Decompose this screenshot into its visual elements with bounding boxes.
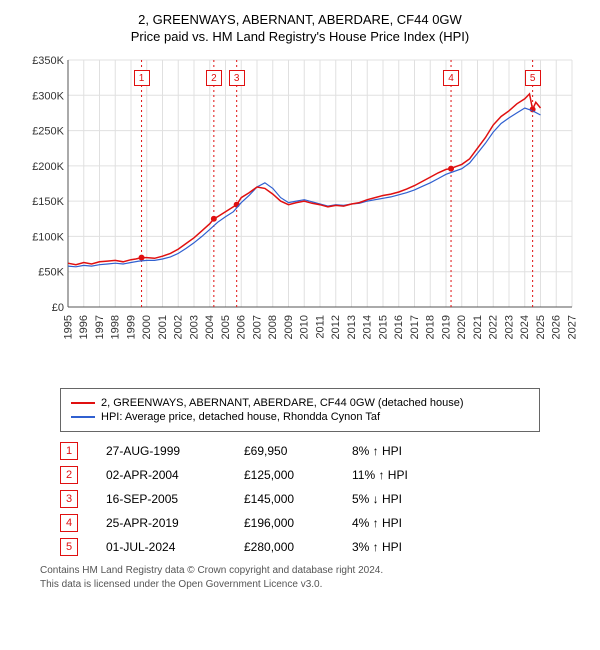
sale-marker-badge: 3	[229, 70, 245, 86]
sale-marker-badge: 5	[525, 70, 541, 86]
svg-text:2020: 2020	[456, 315, 468, 339]
chart-subtitle: Price paid vs. HM Land Registry's House …	[10, 29, 590, 44]
sale-badge: 4	[60, 514, 78, 532]
sale-price: £280,000	[244, 540, 324, 554]
chart-plot-area: £0 £50K £100K £150K £200K £250K £300K £350K 1995…	[20, 52, 580, 382]
svg-text:2026: 2026	[551, 315, 563, 339]
svg-text:2011: 2011	[314, 315, 326, 339]
svg-text:2013: 2013	[346, 315, 358, 339]
svg-text:2012: 2012	[330, 315, 342, 339]
footer-line-2: This data is licensed under the Open Gov…	[40, 578, 590, 592]
svg-text:1995: 1995	[62, 315, 74, 339]
sale-delta: 3% ↑ HPI	[352, 540, 442, 554]
svg-text:2016: 2016	[393, 315, 405, 339]
legend-label: 2, GREENWAYS, ABERNANT, ABERDARE, CF44 0…	[101, 397, 464, 409]
sale-row: 3 16-SEP-2005 £145,000 5% ↓ HPI	[60, 490, 590, 508]
svg-text:2010: 2010	[299, 315, 311, 339]
footer-line-1: Contains HM Land Registry data © Crown c…	[40, 564, 590, 578]
svg-text:2018: 2018	[425, 315, 437, 339]
svg-text:2024: 2024	[519, 315, 531, 339]
legend-swatch	[71, 416, 95, 418]
svg-text:£100K: £100K	[32, 231, 64, 243]
sale-date: 02-APR-2004	[106, 468, 216, 482]
sale-delta: 8% ↑ HPI	[352, 444, 442, 458]
svg-text:1997: 1997	[94, 315, 106, 339]
svg-text:£350K: £350K	[32, 55, 64, 67]
legend: 2, GREENWAYS, ABERNANT, ABERDARE, CF44 0…	[60, 388, 540, 432]
svg-text:2023: 2023	[503, 315, 515, 339]
sale-delta: 11% ↑ HPI	[352, 468, 442, 482]
sales-table: 1 27-AUG-1999 £69,950 8% ↑ HPI 2 02-APR-2004 £…	[60, 442, 590, 556]
svg-text:2025: 2025	[535, 315, 547, 339]
legend-label: HPI: Average price, detached house, Rhon…	[101, 411, 380, 423]
chart-title: 2, GREENWAYS, ABERNANT, ABERDARE, CF44 0…	[10, 12, 590, 27]
svg-text:£250K: £250K	[32, 126, 64, 138]
svg-text:£200K: £200K	[32, 161, 64, 173]
svg-text:2001: 2001	[157, 315, 169, 339]
sale-row: 2 02-APR-2004 £125,000 11% ↑ HPI	[60, 466, 590, 484]
sale-price: £69,950	[244, 444, 324, 458]
sale-price: £125,000	[244, 468, 324, 482]
svg-text:2022: 2022	[488, 315, 500, 339]
sale-price: £196,000	[244, 516, 324, 530]
svg-text:2003: 2003	[188, 315, 200, 339]
sale-delta: 4% ↑ HPI	[352, 516, 442, 530]
svg-text:2027: 2027	[566, 315, 578, 339]
sale-price: £145,000	[244, 492, 324, 506]
svg-text:1998: 1998	[110, 315, 122, 339]
svg-text:2007: 2007	[251, 315, 263, 339]
svg-text:2005: 2005	[220, 315, 232, 339]
sale-date: 16-SEP-2005	[106, 492, 216, 506]
svg-text:2000: 2000	[141, 315, 153, 339]
sale-marker-badge: 1	[134, 70, 150, 86]
svg-text:£150K: £150K	[32, 196, 64, 208]
sale-badge: 3	[60, 490, 78, 508]
svg-text:£0: £0	[52, 302, 64, 314]
sale-marker-badge: 4	[443, 70, 459, 86]
sale-badge: 2	[60, 466, 78, 484]
svg-text:2008: 2008	[267, 315, 279, 339]
svg-text:£50K: £50K	[38, 267, 64, 279]
sale-delta: 5% ↓ HPI	[352, 492, 442, 506]
footer-attribution: Contains HM Land Registry data © Crown c…	[40, 564, 590, 591]
sale-date: 25-APR-2019	[106, 516, 216, 530]
sale-row: 1 27-AUG-1999 £69,950 8% ↑ HPI	[60, 442, 590, 460]
svg-text:2015: 2015	[377, 315, 389, 339]
svg-text:2004: 2004	[204, 315, 216, 339]
svg-text:£300K: £300K	[32, 90, 64, 102]
svg-text:2014: 2014	[362, 315, 374, 339]
sale-row: 5 01-JUL-2024 £280,000 3% ↑ HPI	[60, 538, 590, 556]
chart-container: 2, GREENWAYS, ABERNANT, ABERDARE, CF44 0…	[10, 12, 590, 591]
svg-text:2006: 2006	[236, 315, 248, 339]
sale-marker-badge: 2	[206, 70, 222, 86]
line-chart-svg: £0 £50K £100K £150K £200K £250K £300K £350K 1995…	[20, 52, 580, 382]
svg-text:2019: 2019	[440, 315, 452, 339]
legend-item: 2, GREENWAYS, ABERNANT, ABERDARE, CF44 0…	[71, 397, 529, 409]
sale-badge: 5	[60, 538, 78, 556]
sale-row: 4 25-APR-2019 £196,000 4% ↑ HPI	[60, 514, 590, 532]
legend-swatch	[71, 402, 95, 404]
sale-badge: 1	[60, 442, 78, 460]
svg-text:2002: 2002	[173, 315, 185, 339]
svg-text:1999: 1999	[125, 315, 137, 339]
svg-text:2021: 2021	[472, 315, 484, 339]
svg-text:2017: 2017	[409, 315, 421, 339]
legend-item: HPI: Average price, detached house, Rhon…	[71, 411, 529, 423]
sale-date: 01-JUL-2024	[106, 540, 216, 554]
svg-text:1996: 1996	[78, 315, 90, 339]
sale-date: 27-AUG-1999	[106, 444, 216, 458]
svg-text:2009: 2009	[283, 315, 295, 339]
